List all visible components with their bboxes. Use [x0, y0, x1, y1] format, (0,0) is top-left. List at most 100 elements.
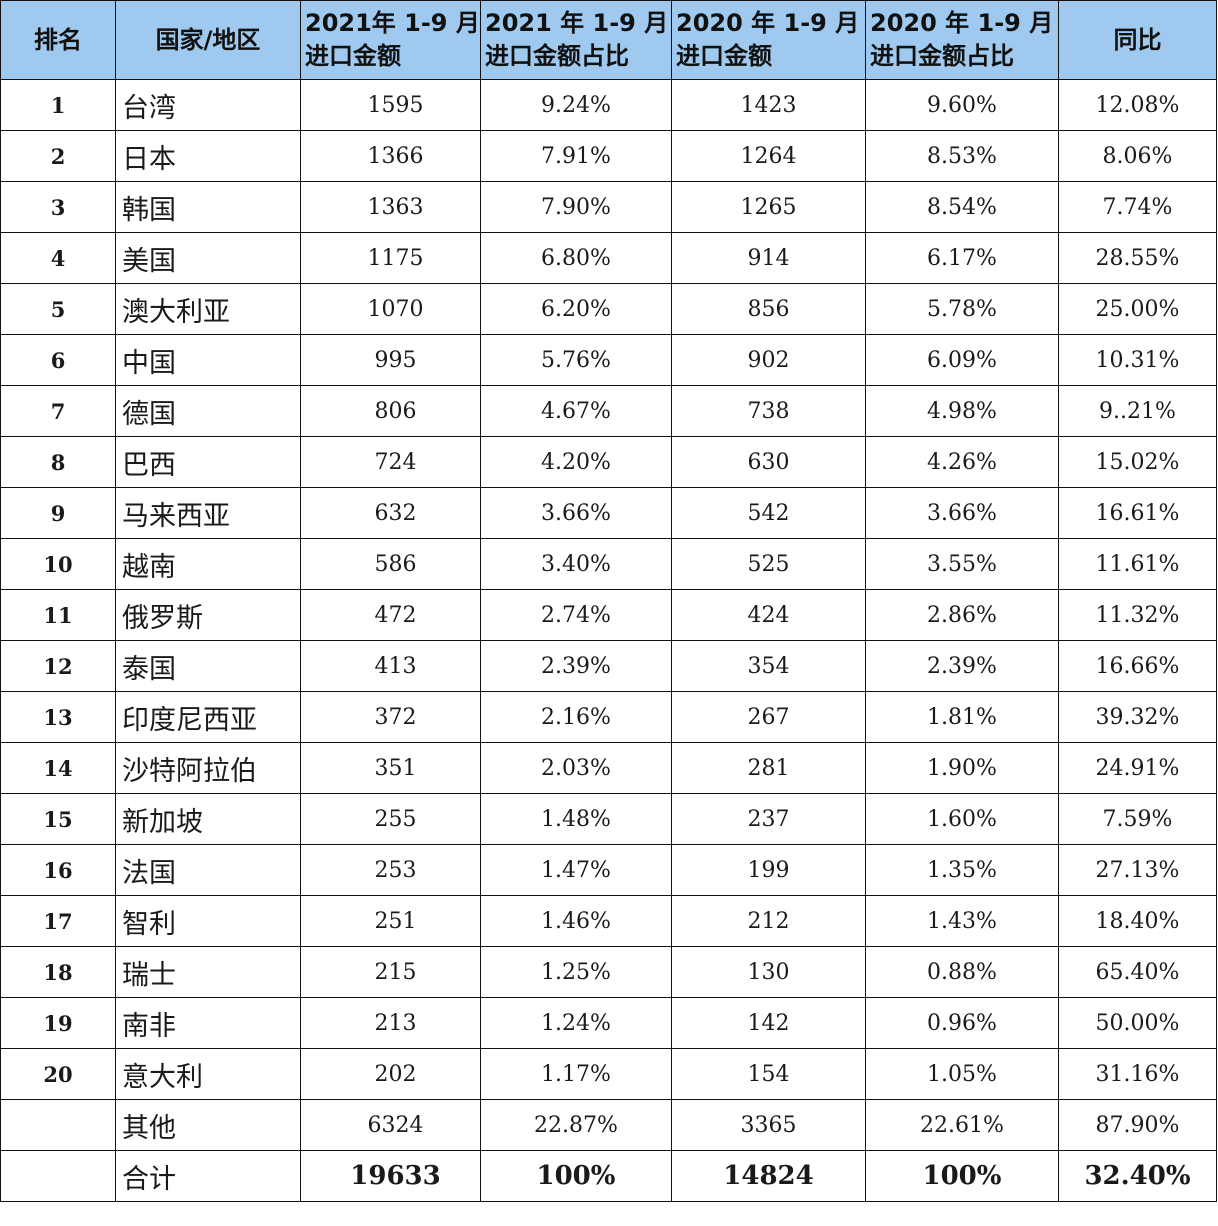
total-yoy-cell: 32.40%	[1058, 1150, 1217, 1202]
share-2021-cell: 1.24%	[480, 997, 672, 1049]
share-2021-cell: 9.24%	[480, 79, 672, 131]
import-2021-cell: 255	[300, 793, 481, 845]
share-2021-cell: 1.46%	[480, 895, 672, 947]
import-2021-cell: 632	[300, 487, 481, 539]
import-2020-cell: 154	[671, 1048, 866, 1100]
yoy-cell: 27.13%	[1058, 844, 1217, 896]
rank-cell	[0, 1099, 116, 1151]
table-header: 排名 国家/地区 2021年 1-9 月进口金额 2021 年 1-9 月进口金…	[0, 0, 1217, 80]
yoy-cell: 16.66%	[1058, 640, 1217, 692]
share-2021-cell: 2.74%	[480, 589, 672, 641]
country-cell: 日本	[115, 130, 301, 182]
import-2021-cell: 1175	[300, 232, 481, 284]
country-cell: 马来西亚	[115, 487, 301, 539]
country-cell: 南非	[115, 997, 301, 1049]
import-2020-cell: 354	[671, 640, 866, 692]
share-2021-cell: 4.67%	[480, 385, 672, 437]
import-2020-cell: 630	[671, 436, 866, 488]
share-2020-cell: 3.66%	[865, 487, 1059, 539]
share-2020-cell: 8.54%	[865, 181, 1059, 233]
import-2020-cell: 237	[671, 793, 866, 845]
share-2020-cell: 22.61%	[865, 1099, 1059, 1151]
import-2020-cell: 267	[671, 691, 866, 743]
share-2021-cell: 6.80%	[480, 232, 672, 284]
table-row: 1 台湾 1595 9.24% 1423 9.60% 12.08%	[0, 79, 1217, 131]
share-2020-cell: 8.53%	[865, 130, 1059, 182]
import-2021-cell: 724	[300, 436, 481, 488]
import-2021-cell: 351	[300, 742, 481, 794]
table-row: 16 法国 253 1.47% 199 1.35% 27.13%	[0, 844, 1217, 896]
yoy-cell: 18.40%	[1058, 895, 1217, 947]
import-table: 排名 国家/地区 2021年 1-9 月进口金额 2021 年 1-9 月进口金…	[0, 0, 1217, 1202]
rank-cell: 3	[0, 181, 116, 233]
rank-cell: 16	[0, 844, 116, 896]
table-row: 其他 6324 22.87% 3365 22.61% 87.90%	[0, 1099, 1217, 1151]
total-import-2021-cell: 19633	[300, 1150, 481, 1202]
share-2020-cell: 1.81%	[865, 691, 1059, 743]
table-row: 18 瑞士 215 1.25% 130 0.88% 65.40%	[0, 946, 1217, 998]
import-2020-cell: 281	[671, 742, 866, 794]
table-row: 2 日本 1366 7.91% 1264 8.53% 8.06%	[0, 130, 1217, 182]
import-2021-cell: 1363	[300, 181, 481, 233]
total-country-cell: 合计	[115, 1150, 301, 1202]
yoy-cell: 31.16%	[1058, 1048, 1217, 1100]
yoy-cell: 11.32%	[1058, 589, 1217, 641]
rank-cell: 10	[0, 538, 116, 590]
share-2020-cell: 1.60%	[865, 793, 1059, 845]
country-cell: 印度尼西亚	[115, 691, 301, 743]
table-row: 20 意大利 202 1.17% 154 1.05% 31.16%	[0, 1048, 1217, 1100]
country-cell: 中国	[115, 334, 301, 386]
import-2020-cell: 1265	[671, 181, 866, 233]
rank-cell: 11	[0, 589, 116, 641]
share-2020-cell: 9.60%	[865, 79, 1059, 131]
table-row: 15 新加坡 255 1.48% 237 1.60% 7.59%	[0, 793, 1217, 845]
import-2020-cell: 902	[671, 334, 866, 386]
yoy-cell: 39.32%	[1058, 691, 1217, 743]
rank-cell: 5	[0, 283, 116, 335]
share-2020-cell: 0.88%	[865, 946, 1059, 998]
share-2020-cell: 0.96%	[865, 997, 1059, 1049]
share-2021-cell: 3.40%	[480, 538, 672, 590]
rank-cell: 2	[0, 130, 116, 182]
import-2021-cell: 251	[300, 895, 481, 947]
table-row: 10 越南 586 3.40% 525 3.55% 11.61%	[0, 538, 1217, 590]
share-2021-cell: 7.90%	[480, 181, 672, 233]
table-row: 4 美国 1175 6.80% 914 6.17% 28.55%	[0, 232, 1217, 284]
rank-cell: 9	[0, 487, 116, 539]
table-row: 3 韩国 1363 7.90% 1265 8.54% 7.74%	[0, 181, 1217, 233]
header-row: 排名 国家/地区 2021年 1-9 月进口金额 2021 年 1-9 月进口金…	[0, 0, 1217, 80]
total-share-2020-cell: 100%	[865, 1150, 1059, 1202]
country-cell: 巴西	[115, 436, 301, 488]
import-2021-cell: 253	[300, 844, 481, 896]
import-2020-cell: 1423	[671, 79, 866, 131]
share-2020-cell: 2.39%	[865, 640, 1059, 692]
total-row: 合计 19633 100% 14824 100% 32.40%	[0, 1150, 1217, 1202]
country-cell: 澳大利亚	[115, 283, 301, 335]
import-2020-cell: 3365	[671, 1099, 866, 1151]
country-cell: 意大利	[115, 1048, 301, 1100]
table-row: 8 巴西 724 4.20% 630 4.26% 15.02%	[0, 436, 1217, 488]
yoy-cell: 15.02%	[1058, 436, 1217, 488]
share-2021-cell: 2.16%	[480, 691, 672, 743]
share-2020-cell: 1.35%	[865, 844, 1059, 896]
rank-cell: 7	[0, 385, 116, 437]
yoy-cell: 87.90%	[1058, 1099, 1217, 1151]
import-2020-cell: 856	[671, 283, 866, 335]
share-2021-cell: 1.17%	[480, 1048, 672, 1100]
share-2021-cell: 22.87%	[480, 1099, 672, 1151]
table-row: 17 智利 251 1.46% 212 1.43% 18.40%	[0, 895, 1217, 947]
country-cell: 泰国	[115, 640, 301, 692]
yoy-cell: 10.31%	[1058, 334, 1217, 386]
yoy-cell: 8.06%	[1058, 130, 1217, 182]
table-row: 19 南非 213 1.24% 142 0.96% 50.00%	[0, 997, 1217, 1049]
rank-cell: 17	[0, 895, 116, 947]
header-share-2021: 2021 年 1-9 月进口金额占比	[480, 0, 672, 80]
import-2021-cell: 1366	[300, 130, 481, 182]
share-2021-cell: 7.91%	[480, 130, 672, 182]
rank-cell: 18	[0, 946, 116, 998]
header-yoy: 同比	[1058, 0, 1217, 80]
import-2021-cell: 372	[300, 691, 481, 743]
import-2020-cell: 212	[671, 895, 866, 947]
header-share-2020: 2020 年 1-9 月进口金额占比	[865, 0, 1059, 80]
import-2020-cell: 738	[671, 385, 866, 437]
